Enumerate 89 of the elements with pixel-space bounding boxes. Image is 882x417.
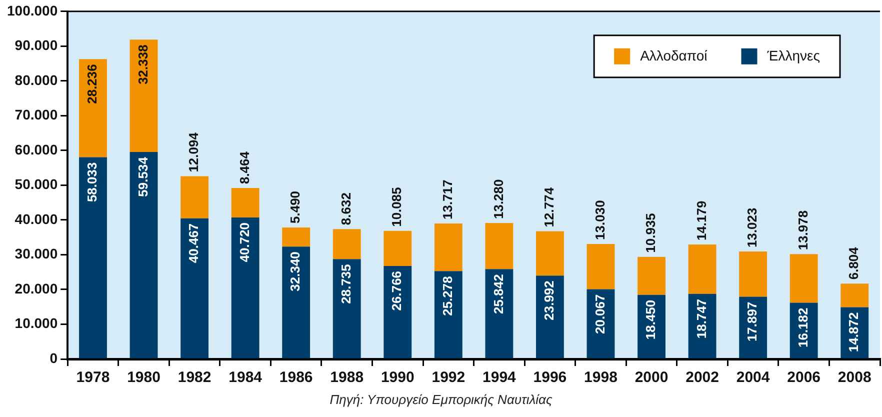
data-label: 16.182 [795,308,810,348]
x-tick-label: 1978 [76,369,110,386]
data-label: 13.030 [592,200,608,240]
bar [536,231,564,276]
x-tick-label: 1992 [432,369,466,386]
data-label: 8.632 [338,192,354,226]
y-tick-label: 20.000 [14,280,58,296]
x-tick-label: 1994 [482,369,517,386]
x-tick-label: 2008 [838,369,872,386]
y-tick-label: 90.000 [14,37,58,54]
x-tick-label: 1984 [228,369,263,386]
x-tick-label: 2004 [736,369,770,386]
bar [180,176,209,218]
y-tick-label: 40.000 [14,210,58,227]
text: Πηγή: Υπουργείο Εμπορικής Ναυτιλίας [328,392,554,407]
data-label: 32.340 [288,252,303,292]
bar [180,218,209,358]
bar [130,152,158,358]
x-tick-label: 1980 [127,369,160,386]
bar [485,269,514,358]
data-label: 14.872 [846,312,862,352]
data-label: 17.897 [744,302,760,342]
data-label: 28.236 [84,64,100,104]
data-label: 12.774 [542,186,557,228]
bar [282,246,310,358]
data-label: 40.720 [236,222,252,262]
x-tick-label: 1986 [279,369,313,386]
bar [231,217,260,358]
data-label: 25.842 [490,274,506,314]
y-tick-label: 100.000 [6,2,58,18]
data-label: 23.992 [542,280,557,320]
data-label: 20.067 [592,294,608,334]
bar [739,252,768,297]
bar [840,284,869,308]
bar [485,223,514,270]
data-label: 32.338 [135,44,150,84]
data-label: 13.978 [795,210,810,250]
data-label: 40.467 [186,223,202,264]
data-label: 6.804 [846,246,862,280]
data-label: 13.280 [490,179,506,220]
bar [586,244,615,290]
data-label: 18.747 [694,298,709,339]
bar [79,157,107,358]
bar [282,228,310,247]
data-label: 28.735 [338,264,354,304]
bar [688,294,716,358]
data-label: 25.278 [440,276,455,316]
bar [332,259,361,358]
data-label: 13.717 [440,180,455,220]
x-tick-label: 2002 [686,369,719,386]
bar [384,266,412,358]
y-tick-label: 80.000 [14,72,58,88]
legend-label: Έλληνες [766,47,820,64]
y-tick-label: 30.000 [14,246,58,262]
bar [384,230,412,266]
data-label: 8.464 [236,150,252,184]
y-tick-label: 0 [50,350,58,366]
y-tick-label: 10.000 [14,315,58,332]
data-label: 58.033 [84,162,100,202]
y-tick-label: 50.000 [14,176,58,192]
bar [332,229,361,260]
bar [434,271,462,358]
x-tick-label: 2006 [787,369,821,386]
data-label: 18.450 [643,300,658,340]
x-tick-label: 1990 [380,369,414,386]
legend-label: Αλλοδαποί [640,47,708,64]
y-tick-label: 70.000 [14,106,58,123]
data-label: 12.094 [186,132,202,172]
bar [79,59,107,158]
data-label: 13.023 [744,208,760,248]
data-label: 10.935 [643,213,658,253]
data-label: 14.179 [694,200,709,241]
x-tick-label: 1996 [533,369,567,386]
data-label: 5.490 [288,190,303,224]
x-tick-label: 1998 [584,369,618,386]
bar [434,223,462,272]
bar [130,40,158,152]
x-tick-label: 2000 [634,369,668,386]
y-tick-label: 60.000 [14,141,58,158]
data-label: 26.766 [389,270,404,311]
bar [688,244,716,294]
data-label: 10.085 [389,187,404,227]
x-tick-label: 1982 [178,369,212,386]
bar [638,256,666,295]
bar [790,254,818,303]
x-tick-label: 1988 [330,369,364,386]
data-label: 59.534 [135,156,150,197]
bar [231,188,260,218]
bar [536,276,564,358]
